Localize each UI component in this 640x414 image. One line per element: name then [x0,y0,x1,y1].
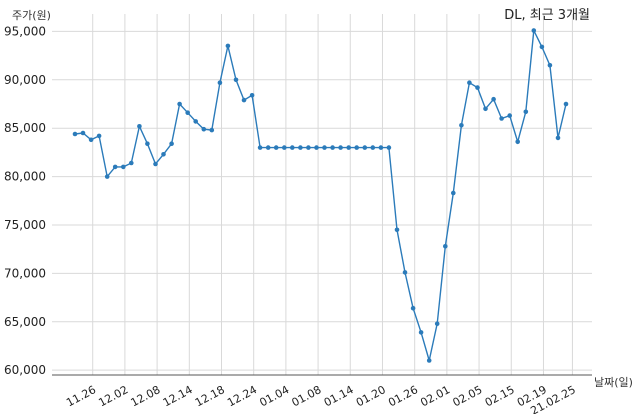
data-point [330,145,335,150]
y-tick-label: 60,000 [4,363,46,377]
data-point [451,190,456,196]
data-point [153,161,158,167]
x-tick-label: 01.14 [322,383,356,409]
data-point [491,96,496,102]
data-point [169,141,174,146]
data-point [209,127,215,133]
data-point [459,123,464,128]
data-point [410,305,416,311]
data-point [370,145,376,150]
data-point [225,43,231,49]
data-point [483,106,488,112]
x-tick-label: 12.24 [225,383,259,409]
data-point [80,130,86,136]
data-point [145,141,150,146]
data-point [121,164,126,170]
data-point [306,145,311,150]
data-point [249,93,255,98]
x-tick-label: 02.15 [483,383,517,409]
data-point [354,145,360,150]
data-point [378,145,384,150]
data-point [112,164,118,170]
data-point [129,160,134,166]
data-point [265,145,271,150]
data-point [443,244,448,249]
data-point [104,174,110,179]
y-tick-label: 90,000 [4,73,46,87]
data-point [531,28,537,33]
data-point [467,80,472,85]
data-point [499,116,504,121]
data-point [298,145,303,150]
grid [52,14,592,375]
data-point [314,145,319,150]
data-point [177,101,182,107]
data-point [241,97,247,103]
data-point [386,145,392,150]
x-tick-label: 01.20 [354,383,388,409]
data-point [555,135,561,141]
data-point [217,80,223,85]
chart-title: DL, 최근 3개월 [504,8,590,23]
x-axis-label: 날짜(일) [594,375,633,389]
data-point [257,145,263,150]
y-tick-label: 85,000 [4,121,46,135]
data-point [418,330,424,335]
data-point [547,63,553,68]
data-point [273,145,279,150]
x-tick-label: 02.01 [418,383,452,409]
data-point [515,139,520,145]
data-point [137,124,142,129]
data-point [322,145,327,150]
series-price [72,27,569,363]
x-tick-label: 01.26 [386,383,420,409]
y-tick-label: 65,000 [4,315,46,329]
x-tick-label: 12.02 [96,383,130,409]
data-point [282,145,287,150]
data-point [362,145,368,150]
data-point [201,126,207,132]
x-tick-labels: 11.2612.0212.0812.1412.1812.2401.0401.08… [64,383,578,414]
data-point [539,44,545,50]
data-point [338,145,343,150]
x-tick-label: 02.05 [451,383,485,409]
data-point [426,358,432,363]
data-point [233,77,239,83]
data-point [346,145,352,150]
y-tick-label: 70,000 [4,266,46,280]
y-tick-label: 95,000 [4,24,46,38]
data-point [394,227,400,233]
data-point [96,133,102,139]
y-tick-labels: 60,000 65,000 70,000 75,000 80,000 85,000 90,0… [4,24,46,377]
data-point [507,113,512,118]
data-point [563,101,569,107]
x-tick-label: 11.26 [64,383,98,409]
data-point [185,110,190,115]
data-point [475,85,480,90]
data-point [72,131,78,137]
data-point [523,109,529,115]
x-tick-label: 12.08 [129,383,163,409]
y-tick-label: 80,000 [4,170,46,184]
data-point [434,321,440,327]
data-point [193,119,198,124]
x-tick-label: 12.14 [161,383,195,409]
data-point [88,137,94,143]
data-point [290,145,295,150]
x-tick-label: 12.18 [193,383,227,409]
y-tick-label: 75,000 [4,218,46,232]
x-tick-label: 01.08 [290,383,324,409]
data-point [402,270,408,275]
x-tick-label: 01.04 [257,383,291,409]
data-point [161,152,166,157]
y-axis-label: 주가(원) [12,9,51,22]
